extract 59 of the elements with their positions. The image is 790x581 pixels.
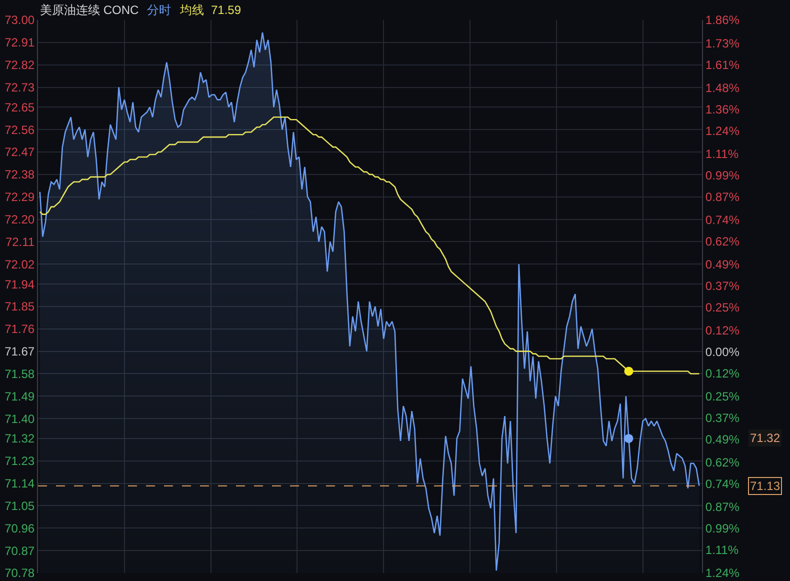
y2-tick-label: 0.74% — [705, 212, 740, 227]
y2-tick-label: 1.11% — [705, 146, 739, 161]
y-tick-label: 72.82 — [4, 58, 35, 72]
y-tick-label: 70.87 — [4, 544, 35, 558]
y2-tick-label: 0.74% — [705, 477, 740, 492]
y2-tick-label: 1.86% — [705, 13, 740, 28]
y2-tick-label: 1.48% — [705, 80, 740, 95]
y2-tick-label: 1.24% — [705, 124, 740, 138]
y-tick-label: 72.29 — [4, 190, 35, 204]
y2-tick-label: 0.00% — [705, 345, 740, 359]
y2-tick-label: 0.87% — [705, 500, 740, 514]
y-tick-label: 71.05 — [4, 498, 35, 513]
y-tick-label: 71.23 — [4, 454, 35, 468]
y2-tick-label: 0.99% — [705, 168, 740, 182]
y-tick-label: 71.67 — [4, 344, 35, 358]
line-series — [39, 116, 700, 374]
y2-tick-label: 0.25% — [705, 390, 740, 404]
y-tick-label: 72.65 — [4, 100, 35, 114]
y-tick-label: 72.11 — [5, 234, 35, 249]
chart-title: 美原油连续 CONC — [40, 3, 139, 18]
y2-tick-label: 0.37% — [705, 411, 740, 425]
y-tick-label: 71.85 — [4, 300, 35, 314]
y2-tick-label: 1.61% — [705, 58, 740, 72]
y2-tick-label: 1.73% — [705, 36, 740, 50]
y-tick-label: 73.00 — [4, 13, 35, 28]
y-tick-label: 70.96 — [4, 521, 35, 536]
y2-tick-label: 0.12% — [705, 366, 740, 380]
y-tick-label: 71.94 — [4, 277, 35, 292]
y-tick-label: 72.73 — [4, 80, 35, 94]
y-tick-label: 72.02 — [4, 257, 35, 272]
y2-tick-label: 0.62% — [705, 456, 740, 470]
y-tick-label: 71.76 — [4, 322, 35, 336]
y2-tick-label: 1.11% — [705, 543, 739, 558]
text: 均线 — [179, 3, 204, 17]
y2-tick-label: 0.62% — [705, 234, 740, 248]
ref-line-label: 71.13 — [750, 479, 780, 493]
y-tick-label: 71.58 — [4, 366, 35, 381]
y-tick-label: 71.49 — [4, 389, 35, 404]
y2-tick-label: 0.87% — [705, 190, 740, 204]
y-tick-label: 72.56 — [4, 122, 35, 137]
y2-tick-label: 1.24% — [705, 566, 740, 580]
y-tick-label: 72.47 — [4, 145, 35, 160]
y2-tick-label: 0.49% — [705, 258, 740, 272]
text: 71.59 — [211, 3, 242, 17]
text: 分时 — [147, 3, 171, 17]
y-tick-label: 71.40 — [4, 412, 35, 426]
y-tick-label: 70.78 — [4, 566, 35, 580]
y-tick-label: 72.20 — [4, 212, 35, 226]
y-tick-label: 72.38 — [4, 168, 35, 182]
y2-tick-label: 0.99% — [705, 522, 740, 536]
y-tick-label: 71.32 — [4, 432, 35, 446]
y2-tick-label: 1.36% — [705, 102, 740, 116]
y2-tick-label: 0.37% — [705, 279, 740, 293]
y-tick-label: 71.14 — [4, 476, 35, 491]
y-tick-label: 72.91 — [4, 36, 35, 50]
y2-tick-label: 0.49% — [705, 432, 740, 446]
y2-tick-label: 0.25% — [705, 300, 740, 314]
text: 71.32 — [750, 431, 780, 445]
y2-tick-label: 0.12% — [705, 324, 740, 338]
